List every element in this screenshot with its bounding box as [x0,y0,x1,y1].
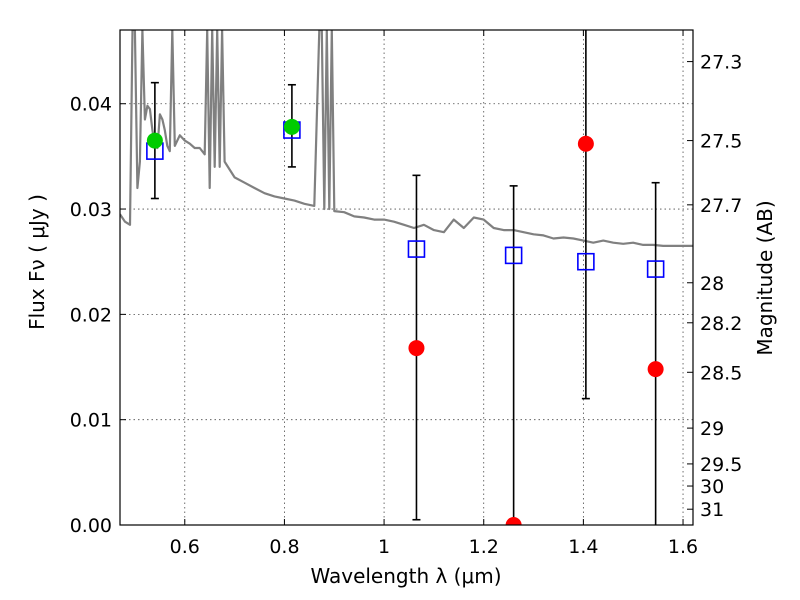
right-tick-label: 29 [700,418,724,440]
y-tick-label: 0.00 [70,515,112,537]
non-detection-point [577,135,594,152]
y-tick-label: 0.01 [70,410,112,432]
model-spectrum [120,30,693,247]
right-tick-label: 28.2 [700,313,742,335]
x-tick-label: 0.8 [269,536,299,558]
model-photometry-square [577,252,595,271]
data-markers [146,118,665,525]
detection-point [283,118,300,135]
right-tick-label: 31 [700,499,724,521]
detection-point [146,132,163,149]
y-tick-label: 0.04 [70,94,112,116]
right-tick-label: 27.3 [700,52,742,74]
model-photometry-square [504,246,523,265]
right-tick-label: 27.5 [700,131,742,153]
non-detection-point [408,340,425,357]
non-detection-point [505,517,522,525]
right-tick-label: 30 [700,476,724,498]
plot-frame [119,29,694,526]
right-tick-label: 28 [700,273,724,295]
x-axis-label: Wavelength λ (μm) [310,564,501,588]
model-photometry-square [407,240,426,258]
y-tick-label: 0.03 [70,199,112,221]
axis-ticks: 0.6 0.8 1 1.2 1.4 1.6 0.00 0.01 0.02 0.03 0.04 27.3… [70,30,742,558]
x-tick-label: 1.2 [469,536,499,558]
right-tick-label: 28.5 [700,362,742,384]
non-detection-point [647,361,664,378]
right-tick-label: 27.7 [700,195,742,217]
grid-lines [120,30,693,525]
right-axis-label: Magnitude (AB) [753,200,777,355]
model-spectrum-line [120,30,693,247]
x-tick-label: 1 [378,536,390,558]
x-tick-label: 0.6 [170,536,200,558]
y-axis-label: Flux Fν ( μJy ) [25,194,49,330]
x-tick-label: 1.6 [668,536,698,558]
x-tick-label: 1.4 [568,536,598,558]
model-photometry-square [646,260,665,278]
y-tick-label: 0.02 [70,304,112,326]
right-tick-label: 29.5 [700,454,742,476]
